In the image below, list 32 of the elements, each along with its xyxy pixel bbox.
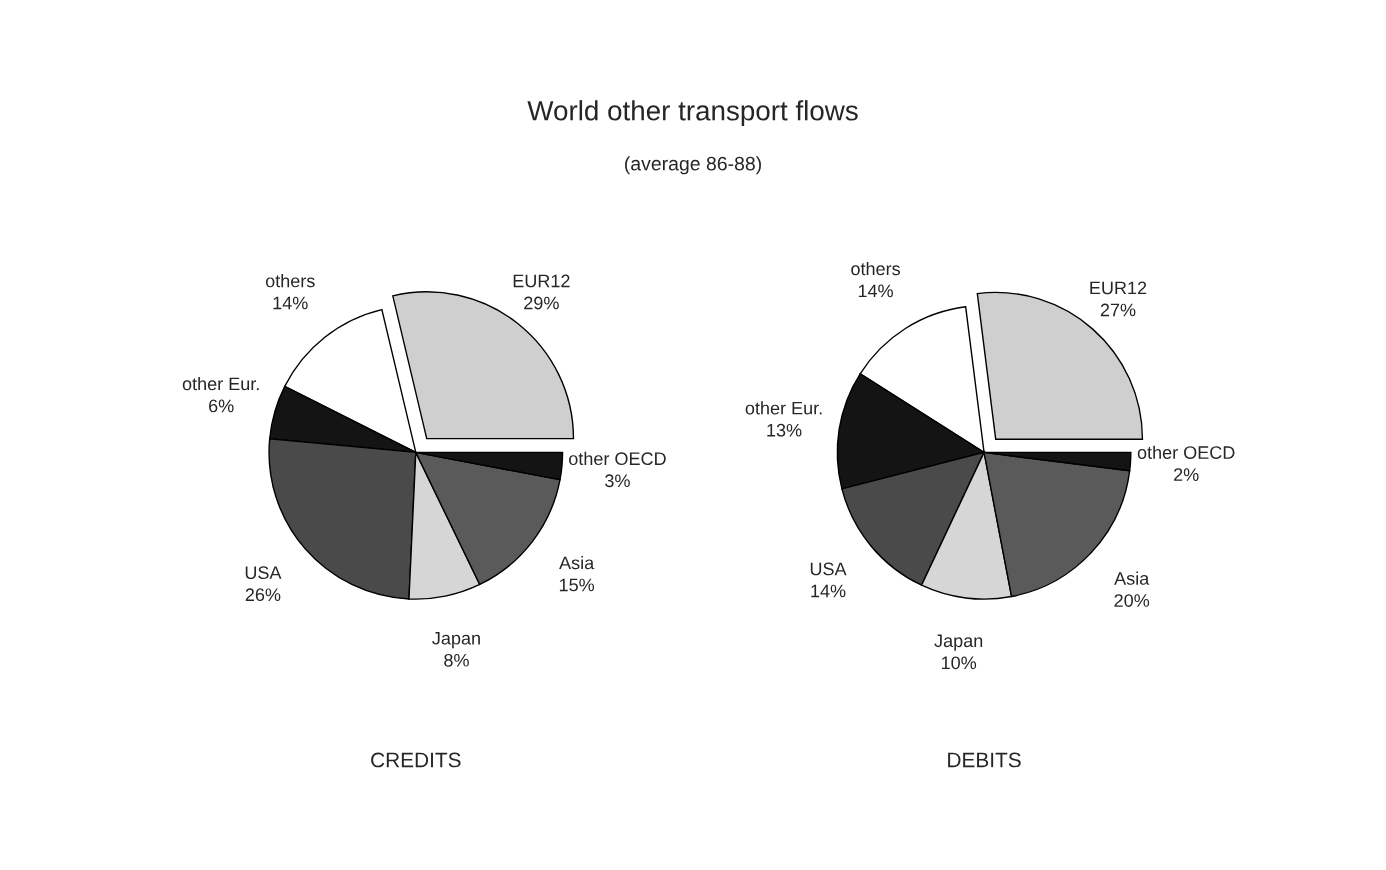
slice-label: Asia (559, 556, 595, 570)
data-label: 14% (811, 584, 846, 598)
data-label: 14% (273, 296, 308, 310)
chart-subtitle: (average 86-88) (625, 156, 761, 175)
slice-label: EUR12 (513, 274, 570, 288)
slice-label: EUR12 (1090, 281, 1147, 295)
slice-label: USA (245, 566, 282, 580)
data-label: 10% (941, 656, 977, 670)
slice-label: others (851, 261, 900, 276)
data-label: 20% (1114, 594, 1150, 607)
data-label: 3% (605, 474, 630, 488)
data-label: 27% (1100, 303, 1136, 317)
slice-label: Japan (934, 634, 983, 651)
slice-label: other Eur. (182, 377, 259, 391)
slice-label: USA (810, 562, 847, 576)
text: DEBITS (948, 752, 1021, 768)
slice-label: other Eur. (745, 401, 822, 415)
data-label: 13% (767, 423, 802, 437)
data-label: 6% (209, 399, 234, 413)
text: CREDITS (371, 752, 461, 768)
slice-label: other OECD (569, 451, 666, 466)
slice-label: other OECD (1137, 445, 1235, 459)
slice-label: Japan (432, 632, 480, 649)
chart-title: World other transport flows (527, 100, 858, 127)
slice-label: Asia (1114, 571, 1150, 585)
data-label: 15% (559, 578, 595, 592)
slice-label: others (265, 274, 315, 288)
data-label: 8% (444, 653, 469, 667)
data-label: 29% (524, 296, 559, 310)
data-label: 26% (245, 588, 281, 602)
data-label: 2% (1174, 468, 1199, 481)
data-label: 14% (858, 284, 893, 298)
